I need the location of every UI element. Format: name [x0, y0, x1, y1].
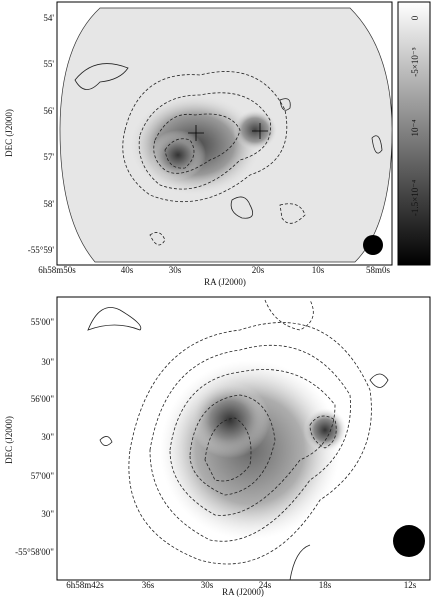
- emission: [303, 408, 347, 452]
- contour: [369, 373, 389, 388]
- x-tick-label: 6h58m50s: [38, 265, 76, 275]
- x-tick-label: 30s: [169, 265, 182, 275]
- x-tick-label: 58m0s: [366, 265, 391, 275]
- colorbar-tick-label: 10⁻⁴: [410, 120, 420, 137]
- colorbar-tick-label: 0: [410, 15, 420, 20]
- marker: [188, 123, 268, 141]
- x-axis-label: RA (J2000): [222, 587, 264, 597]
- y-tick-label: 54': [43, 13, 54, 23]
- y-tick-label: 55'00": [31, 317, 55, 327]
- y-tick-label: 57': [43, 152, 54, 162]
- y-tick-label: 30": [41, 432, 54, 442]
- contour: [279, 98, 291, 111]
- contour: [169, 369, 336, 516]
- y-tick-label: 30": [41, 509, 54, 519]
- contour: [264, 299, 314, 331]
- contour: [230, 196, 254, 219]
- x-tick-label: 30s: [201, 580, 214, 590]
- contour: [289, 544, 311, 581]
- y-tick-label: 56': [43, 106, 54, 116]
- beam: [393, 525, 425, 557]
- y-tick-label: 57'00": [31, 471, 55, 481]
- x-tick-label: 18s: [319, 580, 332, 590]
- contour: [189, 394, 276, 496]
- contour: [138, 92, 272, 190]
- beam: [363, 235, 383, 255]
- contour: [149, 232, 166, 246]
- contour: [204, 417, 252, 482]
- y-axis-label: DEC (J2000): [4, 109, 14, 157]
- contour: [99, 436, 113, 446]
- contour: [122, 71, 288, 203]
- top-panel: [56, 1, 431, 266]
- y-tick-label: 55': [43, 59, 54, 69]
- x-tick-label: 6h58m42s: [66, 580, 104, 590]
- y-axis-label: DEC (J2000): [4, 416, 14, 464]
- colorbar-tick-label: -5×10⁻⁵: [410, 47, 420, 76]
- x-axis-label: RA (J2000): [204, 277, 246, 287]
- x-tick-label: 24s: [259, 580, 272, 590]
- contour: [87, 307, 142, 331]
- x-tick-label: 12s: [404, 580, 417, 590]
- x-tick-label: 36s: [142, 580, 155, 590]
- contour: [128, 322, 372, 565]
- colorbar-tick-label: -1.5×10⁻⁴: [410, 180, 420, 216]
- contour: [149, 344, 351, 542]
- y-tick-label: -55°58'00": [15, 547, 54, 557]
- contour: [153, 113, 241, 174]
- emission: [190, 382, 270, 458]
- emission: [233, 110, 277, 150]
- contour: [371, 135, 383, 154]
- contour: [309, 415, 337, 449]
- contour: [164, 138, 195, 169]
- emission: [150, 130, 206, 180]
- y-tick-label: -55°59': [28, 245, 55, 255]
- x-tick-label: 40s: [121, 265, 134, 275]
- contour: [74, 63, 129, 90]
- y-tick-label: 56'00": [31, 394, 55, 404]
- x-tick-label: 20s: [252, 265, 265, 275]
- x-tick-label: 10s: [312, 265, 325, 275]
- y-tick-label: 58': [43, 199, 54, 209]
- y-tick-label: 30": [41, 357, 54, 367]
- contour: [279, 203, 306, 224]
- bottom-panel: [56, 296, 431, 581]
- colorbar: [397, 1, 431, 266]
